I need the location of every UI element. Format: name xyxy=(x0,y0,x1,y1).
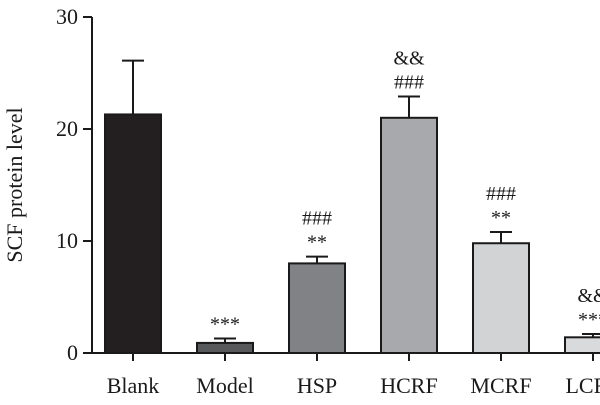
bar-blank xyxy=(104,113,162,354)
y-axis: 0 10 20 30 xyxy=(56,4,93,365)
significance-label: ### xyxy=(302,208,332,230)
x-tick-label: Blank xyxy=(107,373,160,398)
x-tick-label: HCRF xyxy=(380,373,437,398)
significance-label: ### xyxy=(486,183,516,205)
significance-label: && xyxy=(577,285,600,307)
significance-label: ** xyxy=(491,207,511,229)
y-axis-title: SCF protein level xyxy=(2,107,27,262)
y-tick-label: 0 xyxy=(67,340,78,365)
significance-label: && xyxy=(393,48,425,70)
x-tick-label: MCRF xyxy=(470,373,531,398)
significance-label: ### xyxy=(394,72,424,94)
bars: ***###**&&######**&&*** xyxy=(104,48,600,355)
y-tick-label: 10 xyxy=(56,228,78,253)
bar-hsp xyxy=(288,262,346,354)
bar-hcrf xyxy=(380,116,438,354)
bar-lcrf xyxy=(564,336,600,355)
bar-model xyxy=(196,341,254,355)
significance-label: ** xyxy=(307,232,327,254)
x-tick-label: HSP xyxy=(297,373,337,398)
x-axis: Blank Model HSP HCRF MCRF LCRF xyxy=(92,352,600,398)
significance-label: *** xyxy=(210,313,240,335)
x-tick-label: Model xyxy=(196,373,253,398)
significance-label: *** xyxy=(578,309,600,331)
y-tick-label: 30 xyxy=(56,4,78,29)
x-tick-label: LCRF xyxy=(565,373,600,398)
bar-mcrf xyxy=(472,242,530,355)
y-tick-label: 20 xyxy=(56,116,78,141)
